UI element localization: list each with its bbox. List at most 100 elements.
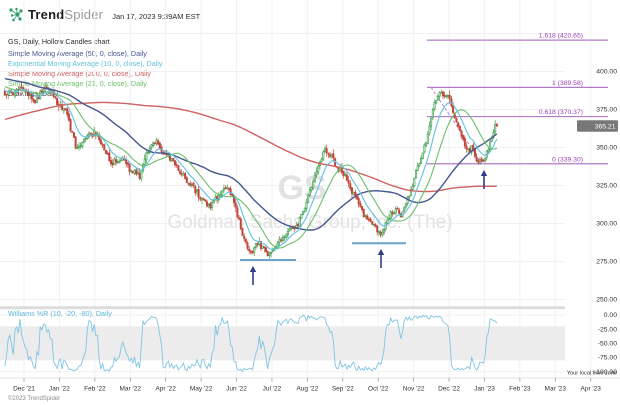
candle-body: [72, 132, 75, 138]
candle-body: [315, 171, 318, 176]
candle-body: [393, 212, 396, 215]
candle-body: [116, 161, 119, 163]
candle-body: [425, 141, 428, 147]
candle-body: [479, 159, 482, 163]
candle-body: [431, 109, 434, 119]
candle-body: [418, 163, 421, 167]
price-pane-surface[interactable]: [0, 30, 565, 306]
trendspider-logo-icon[interactable]: [8, 7, 24, 23]
candle-body: [113, 158, 116, 166]
candle-body: [234, 202, 237, 208]
candle-body: [157, 140, 160, 145]
candle-body: [20, 86, 23, 89]
time-axis-scale[interactable]: [0, 378, 620, 395]
candle-body: [83, 138, 86, 143]
date-tick-label: Jan '22: [49, 386, 70, 393]
candle-body: [40, 90, 43, 93]
candle-body: [128, 163, 131, 172]
candle-body: [327, 153, 330, 155]
moving-averages-layer: [4, 77, 498, 250]
candle-body: [350, 187, 353, 194]
candle-body: [244, 238, 247, 243]
candle-body: [29, 94, 32, 96]
candle-body: [271, 249, 274, 252]
candle-body: [111, 162, 114, 166]
candle-body: [420, 157, 423, 164]
candle-body: [457, 122, 460, 127]
candle-body: [104, 149, 107, 154]
price-axis-scale[interactable]: [565, 30, 620, 378]
date-tick-label: Dec '21: [13, 386, 35, 393]
candle-body: [251, 250, 254, 254]
candle-body: [330, 154, 333, 157]
candle-body: [227, 187, 230, 190]
logo-spider: Spider: [64, 7, 104, 22]
williams-line: [4, 314, 498, 373]
candle-body: [185, 177, 188, 183]
date-tick-label: Jul '22: [263, 386, 282, 393]
candle-body: [445, 95, 448, 98]
header: TrendSpider Jan 17, 2023 9:39AM EST: [8, 6, 200, 24]
candle-body: [197, 189, 200, 198]
wr-tick-label: -25.00: [598, 326, 617, 333]
candle-body: [494, 124, 497, 133]
legend-item-0[interactable]: Simple Moving Average (50, 0, close), Da…: [8, 49, 162, 59]
candle-body: [467, 148, 470, 151]
candle-body: [447, 95, 450, 97]
grid-layer: [0, 0, 620, 379]
candle-body: [492, 132, 495, 138]
candle-body: [212, 200, 215, 204]
candle-body: [396, 208, 399, 210]
candle-body: [465, 145, 468, 150]
logo-dot: [18, 17, 22, 21]
legend-item-1[interactable]: Exponential Moving Average (10, 0, close…: [8, 59, 162, 69]
candle-body: [462, 135, 465, 140]
price-tick-label: 300.00: [596, 221, 617, 228]
legend-item-3[interactable]: Simple Moving Average (21, 0, close), Da…: [8, 79, 162, 89]
candle-body: [153, 142, 156, 144]
candle-body: [142, 163, 145, 172]
logo-dot: [10, 14, 14, 17]
date-tick-label: Mar '22: [120, 386, 142, 393]
timezone-note: Your local time zone: [567, 371, 617, 377]
candle-body: [416, 165, 419, 171]
candle-body: [99, 139, 102, 145]
legend-item-2[interactable]: Simple Moving Average (200, 0, close), D…: [8, 69, 162, 79]
candle-body: [147, 151, 150, 154]
candle-body: [243, 235, 246, 239]
candle-body: [408, 195, 411, 198]
logo-dot: [9, 8, 13, 12]
wr-tick-label: -50.00: [598, 341, 617, 348]
candle-body: [158, 142, 161, 149]
candle-body: [224, 187, 227, 189]
candle-body: [394, 208, 397, 214]
sma50-line: [4, 77, 498, 231]
up-arrow-head: [377, 249, 385, 255]
sma200-line: [4, 101, 497, 193]
candle-body: [211, 202, 214, 208]
candle-body: [411, 185, 414, 190]
candle-body: [268, 253, 271, 256]
candle-body: [152, 142, 155, 147]
candle-body: [120, 159, 123, 162]
candle-body: [101, 144, 104, 146]
candle-body: [298, 217, 301, 227]
date-tick-label: Jan '23: [474, 386, 495, 393]
williams-pane-surface[interactable]: [0, 309, 565, 378]
candle-body: [202, 198, 205, 200]
candle-body: [126, 162, 129, 165]
candle-body: [463, 138, 466, 147]
candle-body: [69, 119, 72, 132]
candle-body: [332, 153, 335, 159]
candle-body: [364, 215, 367, 217]
candle-body: [106, 153, 109, 155]
wr-tick-label: 0.00: [604, 312, 617, 319]
candle-body: [482, 160, 485, 162]
candle-body: [115, 159, 118, 163]
candle-body: [229, 188, 232, 195]
copyright: ©2023 TrendSpider: [8, 395, 60, 402]
candle-body: [317, 165, 320, 173]
app-logo[interactable]: TrendSpider: [28, 6, 103, 24]
logo-dot: [19, 9, 23, 13]
